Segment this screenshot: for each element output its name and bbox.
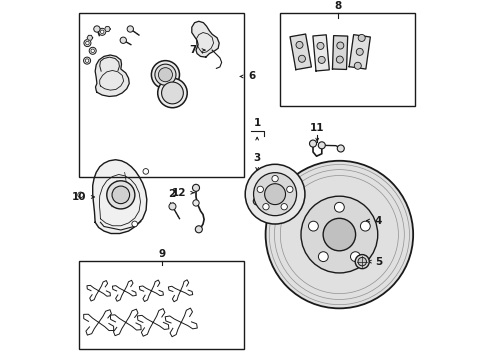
Circle shape (298, 55, 305, 62)
Polygon shape (332, 36, 347, 69)
Circle shape (106, 181, 135, 209)
Circle shape (142, 168, 148, 174)
Circle shape (286, 186, 292, 193)
Circle shape (309, 140, 316, 147)
Circle shape (89, 47, 96, 54)
Polygon shape (93, 160, 146, 234)
Text: 4: 4 (374, 216, 381, 225)
Circle shape (337, 145, 344, 152)
Polygon shape (312, 35, 328, 71)
Circle shape (100, 30, 104, 33)
Text: 2: 2 (168, 189, 175, 199)
Circle shape (78, 192, 83, 198)
Circle shape (350, 252, 360, 262)
Circle shape (151, 60, 179, 89)
Polygon shape (87, 35, 93, 40)
Text: 7: 7 (189, 45, 197, 55)
Circle shape (99, 28, 105, 35)
Circle shape (360, 221, 369, 231)
Circle shape (253, 173, 296, 216)
Circle shape (281, 203, 287, 210)
Text: 9: 9 (158, 249, 165, 259)
Circle shape (308, 221, 318, 231)
Circle shape (295, 41, 303, 49)
Text: 1: 1 (253, 118, 260, 128)
Text: 8: 8 (333, 1, 341, 12)
Circle shape (271, 175, 278, 182)
Circle shape (257, 186, 263, 193)
Circle shape (354, 255, 368, 269)
Circle shape (91, 49, 94, 53)
Polygon shape (191, 21, 219, 57)
Circle shape (158, 78, 187, 108)
Text: 11: 11 (309, 123, 324, 133)
Text: 3: 3 (253, 153, 260, 163)
Circle shape (85, 59, 89, 62)
Circle shape (323, 218, 355, 251)
Circle shape (83, 57, 90, 64)
Circle shape (334, 202, 344, 212)
Circle shape (354, 62, 361, 69)
Circle shape (318, 57, 325, 63)
Circle shape (132, 221, 137, 227)
Circle shape (127, 26, 133, 32)
Text: 6: 6 (247, 71, 255, 81)
Polygon shape (289, 34, 311, 69)
Polygon shape (348, 35, 369, 69)
Circle shape (169, 203, 176, 210)
Circle shape (195, 226, 202, 233)
Bar (79, 13, 244, 177)
Circle shape (301, 196, 377, 273)
Circle shape (264, 184, 285, 204)
Polygon shape (95, 55, 129, 96)
Text: 12: 12 (172, 188, 186, 198)
Circle shape (155, 64, 176, 85)
Circle shape (120, 37, 126, 44)
Circle shape (265, 161, 412, 309)
Circle shape (112, 186, 129, 204)
Circle shape (318, 252, 327, 262)
Circle shape (84, 40, 91, 46)
Text: 10: 10 (72, 192, 86, 202)
Polygon shape (104, 27, 110, 31)
Circle shape (356, 48, 363, 55)
Circle shape (316, 42, 324, 49)
Circle shape (94, 26, 100, 32)
Circle shape (192, 184, 199, 192)
Circle shape (192, 200, 199, 206)
Circle shape (358, 35, 365, 41)
Circle shape (253, 197, 261, 205)
Bar (279, 13, 414, 106)
Circle shape (336, 42, 343, 49)
Circle shape (85, 41, 89, 45)
Circle shape (158, 68, 172, 82)
Text: 5: 5 (374, 257, 382, 267)
Circle shape (161, 82, 183, 104)
Circle shape (244, 164, 305, 224)
Bar (79, 261, 244, 349)
Circle shape (357, 257, 366, 266)
Circle shape (336, 56, 343, 63)
Circle shape (318, 142, 325, 149)
Circle shape (262, 203, 268, 210)
